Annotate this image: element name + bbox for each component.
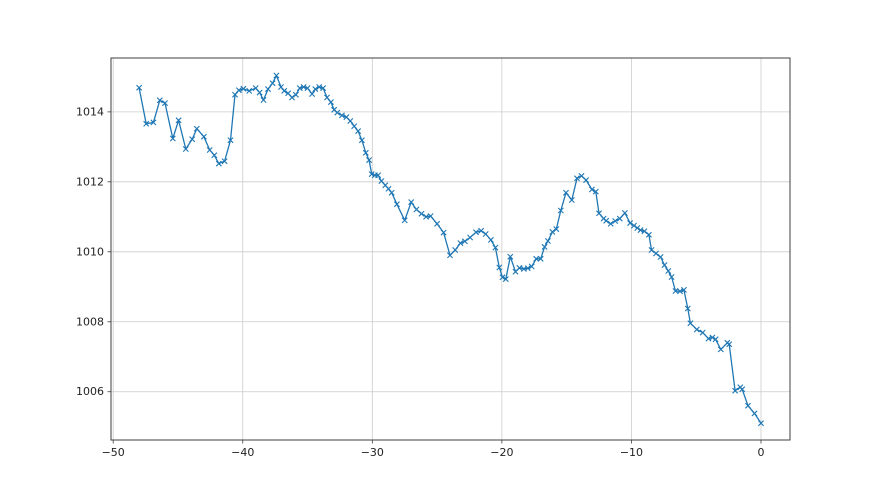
y-tick-label: 1008	[76, 315, 104, 328]
data-markers	[136, 72, 764, 427]
axes-spines	[110, 57, 791, 441]
y-tick-label: 1014	[76, 105, 104, 118]
x-tick-label: 0	[757, 446, 764, 459]
tick-marks	[107, 111, 762, 444]
y-tick-label: 1006	[76, 385, 104, 398]
x-tick-label: −10	[620, 446, 643, 459]
x-tick-label: −30	[361, 446, 384, 459]
grid-lines	[111, 58, 790, 440]
x-tick-label: −40	[231, 446, 254, 459]
x-tick-label: −20	[490, 446, 513, 459]
data-line	[138, 74, 762, 424]
y-tick-label: 1012	[76, 175, 104, 188]
y-tick-labels: 1006 1008 1010 1012 1014	[76, 105, 104, 398]
x-tick-labels: −50 −40 −30 −20 −10 0	[102, 446, 765, 459]
x-tick-label: −50	[102, 446, 125, 459]
y-tick-label: 1010	[76, 245, 104, 258]
